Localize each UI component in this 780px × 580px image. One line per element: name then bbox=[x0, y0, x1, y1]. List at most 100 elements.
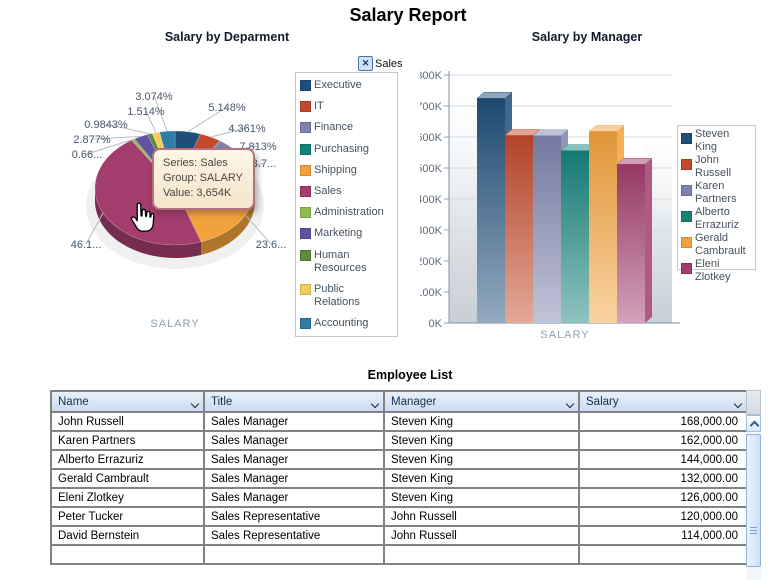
legend-label: IT bbox=[314, 100, 324, 113]
chevron-down-icon[interactable] bbox=[565, 399, 575, 409]
column-header-manager[interactable]: Manager bbox=[383, 390, 580, 413]
legend-item-shipping[interactable]: Shipping bbox=[300, 164, 393, 177]
table-row[interactable]: Gerald Cambrault Sales Manager Steven King… bbox=[50, 468, 748, 489]
pie-group-axis-label: SALARY bbox=[150, 318, 200, 330]
pie-label-executive: 5.148% bbox=[208, 102, 246, 114]
column-header-salary[interactable]: Salary bbox=[578, 390, 748, 413]
table-cell: 126,000.00 bbox=[578, 487, 748, 508]
legend-item-karen-partners[interactable]: Karen Partners bbox=[681, 180, 752, 206]
legend-item-human-resources[interactable]: Human Resources bbox=[300, 249, 393, 275]
legend-item-public-relations[interactable]: Public Relations bbox=[300, 283, 393, 309]
legend-label: Gerald Cambrault bbox=[695, 232, 746, 257]
pie-chart-title: Salary by Deparment bbox=[164, 30, 290, 44]
legend-item-john-russell[interactable]: John Russell bbox=[681, 154, 752, 180]
pie-label-administration: 0.66... bbox=[72, 149, 103, 161]
table-cell: David Bernstein bbox=[50, 525, 205, 546]
bar-alberto-errazuriz[interactable] bbox=[561, 150, 589, 323]
table-row-partial bbox=[50, 544, 748, 565]
pie-label-purchasing: 3.7... bbox=[252, 158, 276, 170]
page-title: Salary Report bbox=[349, 5, 467, 25]
legend-swatch bbox=[681, 263, 692, 274]
table-cell: Alberto Errazuriz bbox=[50, 449, 205, 470]
legend-item-marketing[interactable]: Marketing bbox=[300, 227, 393, 240]
table-title: Employee List bbox=[367, 368, 453, 382]
column-header-title[interactable]: Title bbox=[203, 390, 385, 413]
table-cell: Sales Manager bbox=[203, 468, 385, 489]
bar-x-axis-label: SALARY bbox=[540, 329, 589, 341]
y-tick-label: 300K bbox=[420, 225, 443, 237]
bar-john-russell[interactable] bbox=[505, 135, 533, 323]
legend-item-accounting[interactable]: Accounting bbox=[300, 317, 393, 330]
y-tick-label: 200K bbox=[420, 256, 443, 268]
table-row[interactable]: Alberto Errazuriz Sales Manager Steven Kin… bbox=[50, 449, 748, 470]
y-tick-label: 600K bbox=[420, 132, 443, 144]
table-row[interactable]: Eleni Zlotkey Sales Manager Steven King 126… bbox=[50, 487, 748, 508]
chevron-down-icon[interactable] bbox=[370, 399, 380, 409]
legend-item-sales[interactable]: Sales bbox=[300, 185, 393, 198]
close-icon[interactable]: ✕ bbox=[358, 56, 373, 71]
table-row[interactable]: John Russell Sales Manager Steven King 168,… bbox=[50, 411, 748, 432]
bar-karen-partners[interactable] bbox=[533, 135, 561, 323]
chart-tooltip: Series: Sales Group: SALARY Value: 3,654… bbox=[152, 148, 255, 210]
legend-swatch bbox=[300, 80, 311, 91]
legend-item-administration[interactable]: Administration bbox=[300, 206, 393, 219]
legend-item-gerald-cambrault[interactable]: Gerald Cambrault bbox=[681, 232, 752, 258]
legend-swatch bbox=[681, 159, 692, 170]
column-header-label: Title bbox=[211, 395, 233, 408]
column-header-label: Salary bbox=[586, 395, 619, 408]
y-tick-label: 0K bbox=[429, 318, 443, 330]
chevron-down-icon[interactable] bbox=[190, 399, 200, 409]
table-cell: John Russell bbox=[383, 506, 580, 527]
pie-label-it: 4.361% bbox=[228, 123, 266, 135]
scroll-up-button[interactable] bbox=[746, 415, 761, 432]
table-row[interactable]: David Bernstein Sales Representative John … bbox=[50, 525, 748, 546]
table-cell: Sales Representative bbox=[203, 506, 385, 527]
table-row[interactable]: Karen Partners Sales Manager Steven King 16… bbox=[50, 430, 748, 451]
legend-label: Administration bbox=[314, 206, 384, 219]
bar-eleni-zlotkey[interactable] bbox=[617, 164, 645, 323]
legend-swatch bbox=[300, 207, 311, 219]
pie-label-sales: 46.1... bbox=[71, 239, 102, 251]
legend-item-eleni-zlotkey[interactable]: Eleni Zlotkey bbox=[681, 258, 752, 284]
legend-item-steven-king[interactable]: Steven King bbox=[681, 128, 752, 154]
table-cell: 114,000.00 bbox=[578, 525, 748, 546]
bar-chart: 0K 100K 200K 300K 400K 500K 600K 700K 800K SALARY bbox=[420, 70, 680, 341]
table-cell: John Russell bbox=[50, 411, 205, 432]
legend-swatch bbox=[681, 237, 692, 248]
table-cell: Sales Manager bbox=[203, 411, 385, 432]
legend-item-executive[interactable]: Executive bbox=[300, 79, 393, 92]
y-tick-label: 100K bbox=[420, 287, 443, 299]
legend-item-finance[interactable]: Finance bbox=[300, 121, 393, 134]
legend-swatch bbox=[681, 185, 692, 196]
table-cell: Steven King bbox=[383, 468, 580, 489]
legend-swatch bbox=[300, 283, 311, 295]
tooltip-series: Series: Sales bbox=[163, 157, 228, 169]
pie-label-human-resources: 0.9843% bbox=[84, 119, 128, 131]
table-cell bbox=[203, 544, 385, 565]
scrollbar-thumb[interactable] bbox=[746, 434, 761, 567]
legend-item-alberto-errazuriz[interactable]: Alberto Errazuriz bbox=[681, 206, 752, 232]
table-cell: Sales Manager bbox=[203, 487, 385, 508]
legend-label: John Russell bbox=[695, 154, 732, 179]
bar-eleni-zlotkey[interactable] bbox=[645, 158, 652, 323]
legend-item-purchasing[interactable]: Purchasing bbox=[300, 143, 393, 156]
chevron-down-icon[interactable] bbox=[733, 399, 743, 409]
table-cell: 144,000.00 bbox=[578, 449, 748, 470]
legend-item-it[interactable]: IT bbox=[300, 100, 393, 113]
bar-gerald-cambrault[interactable] bbox=[589, 131, 617, 323]
table-cell: Steven King bbox=[383, 430, 580, 451]
bar-chart-title: Salary by Manager bbox=[531, 30, 643, 44]
table-cell: Steven King bbox=[383, 487, 580, 508]
table-row[interactable]: Peter Tucker Sales Representative John Rus… bbox=[50, 506, 748, 527]
column-header-name[interactable]: Name bbox=[50, 390, 205, 413]
legend-swatch bbox=[300, 143, 311, 155]
tooltip-group: Group: SALARY bbox=[163, 172, 243, 184]
table-cell: Eleni Zlotkey bbox=[50, 487, 205, 508]
series-filter-tag: ✕ Sales bbox=[358, 56, 403, 71]
bar-steven-king[interactable] bbox=[477, 98, 505, 323]
column-header-label: Name bbox=[58, 395, 89, 408]
table-cell: Steven King bbox=[383, 449, 580, 470]
legend-label: Sales bbox=[314, 184, 342, 197]
table-cell: Gerald Cambrault bbox=[50, 468, 205, 489]
